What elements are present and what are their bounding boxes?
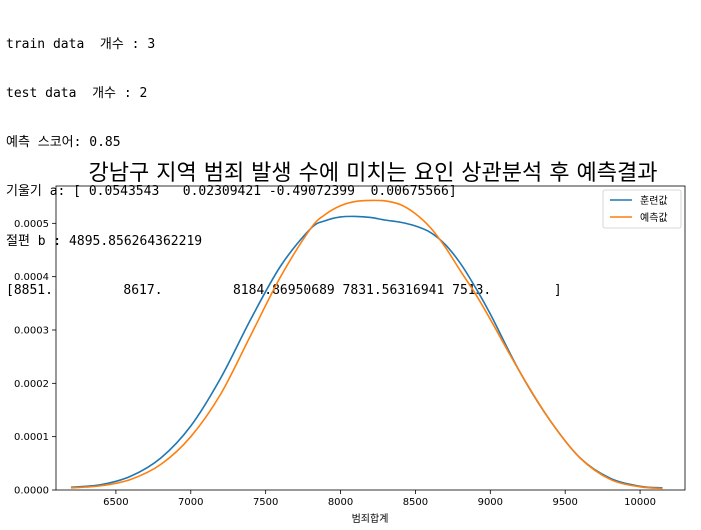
series-line-predicted [70, 199, 663, 490]
y-tick-label: 0.0002 [14, 379, 49, 390]
x-tick-label: 9000 [478, 497, 503, 508]
y-tick-label: 0.0003 [14, 326, 49, 337]
chart-title: 강남구 지역 범죄 발생 수에 미치는 요인 상관분석 후 예측결과 [89, 161, 658, 186]
x-tick-label: 6500 [103, 497, 128, 508]
x-tick-label: 10000 [624, 497, 656, 508]
x-tick-label: 7000 [178, 497, 203, 508]
x-tick-label: 8000 [328, 497, 353, 508]
y-axis: 0.0000 0.0001 0.0002 0.0003 0.0004 0.0005 [14, 219, 56, 497]
x-tick-label: 7500 [253, 497, 278, 508]
y-tick-label: 0.0001 [14, 432, 49, 443]
console-line-score: 예측 스코어: 0.85 [6, 135, 121, 151]
x-tick-label: 9500 [552, 497, 577, 508]
console-line-coefficients: 기울기 a: [ 0.0543543 0.02309421 -0.4907239… [6, 184, 457, 200]
legend-label-predicted: 예측값 [640, 212, 668, 224]
y-tick-label: 0.0005 [14, 219, 49, 230]
legend: 훈련값 예측값 [602, 189, 682, 229]
console-line-predictions: [8851. 8617. 8184.86950689 7831.56316941… [6, 282, 562, 298]
x-axis: 6500 7000 7500 8000 8500 9000 9500 10000 [103, 490, 656, 508]
console-output: train data 개수 : 3 test data 개수 : 2 예측 스코… [6, 4, 562, 316]
legend-label-train: 훈련값 [640, 194, 668, 207]
console-line-test-count: test data 개수 : 2 [6, 86, 148, 102]
y-tick-label: 0.0000 [14, 486, 49, 497]
console-line-train-count: train data 개수 : 3 [6, 36, 156, 52]
x-axis-label: 범죄합계 [352, 513, 389, 525]
plot-frame [55, 185, 686, 491]
console-line-intercept: 절편 b : 4895.856264362219 [6, 233, 203, 249]
x-tick-label: 8500 [403, 497, 428, 508]
series-line-train [70, 215, 663, 489]
series-lines [70, 199, 663, 490]
y-tick-label: 0.0004 [14, 272, 49, 283]
